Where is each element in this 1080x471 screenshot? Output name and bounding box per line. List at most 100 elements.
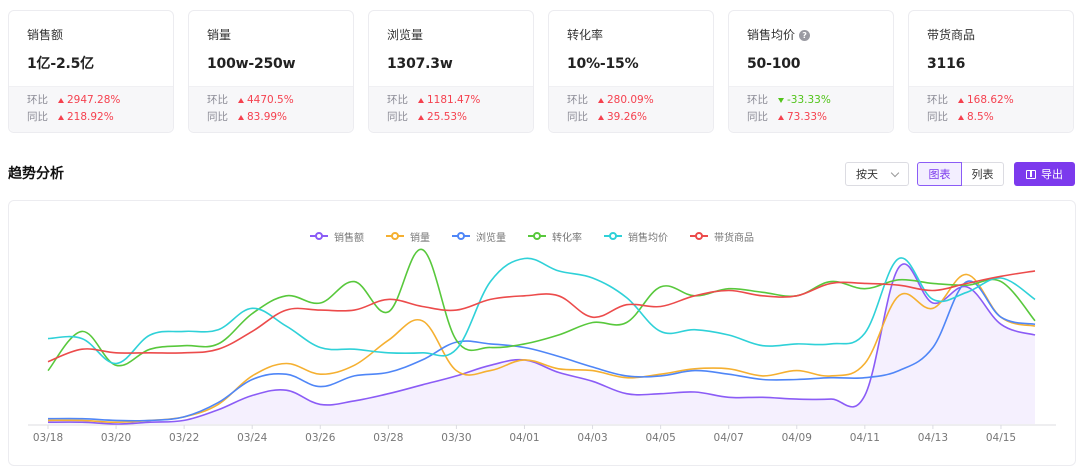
mom-value: 1181.47% (418, 92, 480, 109)
period-select-value: 按天 (856, 168, 878, 181)
legend-marker-icon (452, 231, 470, 241)
trend-up-icon (598, 115, 604, 120)
x-axis-tick-label: 04/03 (577, 432, 607, 444)
section-title: 趋势分析 (8, 166, 64, 182)
kpi-card: 带货商品 3116 环比 168.62% 同比 8.5% (908, 10, 1074, 133)
mom-row: 环比 1181.47% (387, 92, 533, 109)
trend-up-icon (958, 98, 964, 103)
trend-up-icon (958, 115, 964, 120)
kpi-label: 带货商品 (927, 28, 976, 42)
export-button[interactable]: 导出 (1014, 162, 1075, 186)
kpi-value: 10%-15% (567, 56, 639, 72)
legend-marker-icon (386, 231, 404, 241)
mom-percent: -33.33% (787, 94, 831, 106)
x-axis-tick-label: 03/18 (33, 432, 63, 444)
kpi-label: 销量 (207, 28, 232, 42)
trend-up-icon (598, 98, 604, 103)
trend-up-icon (418, 115, 424, 120)
help-icon[interactable]: ? (799, 29, 811, 41)
kpi-card: 转化率 10%-15% 环比 280.09% 同比 39.26% (548, 10, 714, 133)
mom-value: 4470.5% (238, 92, 294, 109)
mom-percent: 1181.47% (427, 94, 481, 106)
mom-percent: 2947.28% (67, 94, 121, 106)
mom-label: 环比 (27, 94, 48, 106)
trend-chart-panel (8, 200, 1076, 466)
legend-label: 销售均价 (628, 232, 668, 244)
yoy-percent: 73.33% (787, 111, 828, 123)
yoy-value: 25.53% (418, 109, 467, 126)
legend-item[interactable]: 销售额 (310, 229, 364, 244)
kpi-label: 转化率 (567, 28, 604, 42)
yoy-value: 83.99% (238, 109, 287, 126)
x-axis-tick-label: 04/01 (509, 432, 539, 444)
legend-item[interactable]: 带货商品 (690, 229, 754, 244)
x-axis-tick-label: 03/24 (237, 432, 268, 444)
mom-value: 280.09% (598, 92, 654, 109)
yoy-value: 8.5% (958, 109, 994, 126)
yoy-label: 同比 (927, 111, 948, 123)
series-line (47, 280, 1036, 422)
legend-item[interactable]: 销量 (386, 229, 430, 244)
trend-up-icon (58, 115, 64, 120)
legend-marker-icon (528, 231, 546, 241)
x-axis-tick-label: 03/28 (373, 432, 403, 444)
yoy-label: 同比 (387, 111, 408, 123)
kpi-card: 销量 100w-250w 环比 4470.5% 同比 83.99% (188, 10, 354, 133)
mom-row: 环比 4470.5% (207, 92, 353, 109)
kpi-label: 浏览量 (387, 28, 424, 42)
period-select[interactable]: 按天 (845, 162, 909, 186)
kpi-card: 销售均价? 50-100 环比 -33.33% 同比 73.33% (728, 10, 894, 133)
mom-percent: 280.09% (607, 94, 654, 106)
yoy-row: 同比 83.99% (207, 109, 353, 126)
mom-value: 168.62% (958, 92, 1014, 109)
trend-up-icon (418, 98, 424, 103)
chart-legend: 销售额 销量 浏览量 转化率 销售均价 带货商品 (310, 229, 776, 244)
kpi-value: 1307.3w (387, 56, 453, 72)
legend-label: 销售额 (334, 232, 364, 244)
yoy-value: 218.92% (58, 109, 114, 126)
list-view-button[interactable]: 列表 (962, 162, 1004, 186)
legend-item[interactable]: 转化率 (528, 229, 582, 244)
mom-label: 环比 (387, 94, 408, 106)
yoy-row: 同比 8.5% (927, 109, 1073, 126)
x-axis-tick-label: 03/22 (169, 432, 199, 444)
trend-down-icon (778, 98, 784, 103)
kpi-label: 销售均价 (747, 28, 796, 42)
legend-item[interactable]: 浏览量 (452, 229, 506, 244)
x-axis-tick-label: 04/09 (782, 432, 812, 444)
mom-row: 环比 280.09% (567, 92, 713, 109)
x-axis-tick-label: 04/05 (645, 432, 675, 444)
x-axis-tick-label: 03/20 (101, 432, 131, 444)
legend-item[interactable]: 销售均价 (604, 229, 668, 244)
x-axis-tick-label: 03/26 (305, 432, 336, 444)
series-area (48, 263, 1035, 424)
kpi-value: 50-100 (747, 56, 801, 72)
x-axis-tick-label: 04/07 (714, 432, 744, 444)
kpi-value: 3116 (927, 56, 966, 72)
kpi-value: 100w-250w (207, 56, 296, 72)
yoy-row: 同比 39.26% (567, 109, 713, 126)
yoy-percent: 39.26% (607, 111, 648, 123)
kpi-cards: 销售额 1亿-2.5亿 环比 2947.28% 同比 218.92% 销量 100w-250w… (8, 10, 1076, 133)
series-line (47, 257, 1036, 365)
legend-marker-icon (690, 231, 708, 241)
legend-label: 带货商品 (714, 232, 754, 244)
yoy-label: 同比 (567, 111, 588, 123)
yoy-percent: 8.5% (967, 111, 994, 123)
x-axis-tick-label: 04/13 (918, 432, 948, 444)
chart-view-button[interactable]: 图表 (917, 162, 962, 186)
trend-up-icon (778, 115, 784, 120)
legend-label: 转化率 (552, 232, 582, 244)
mom-label: 环比 (567, 94, 588, 106)
series-line (47, 273, 1036, 423)
yoy-row: 同比 218.92% (27, 109, 173, 126)
yoy-label: 同比 (27, 111, 48, 123)
yoy-label: 同比 (207, 111, 228, 123)
trend-up-icon (238, 115, 244, 120)
export-icon (1026, 169, 1036, 179)
yoy-row: 同比 25.53% (387, 109, 533, 126)
yoy-row: 同比 73.33% (747, 109, 893, 126)
series-line (47, 270, 1036, 363)
mom-label: 环比 (927, 94, 948, 106)
